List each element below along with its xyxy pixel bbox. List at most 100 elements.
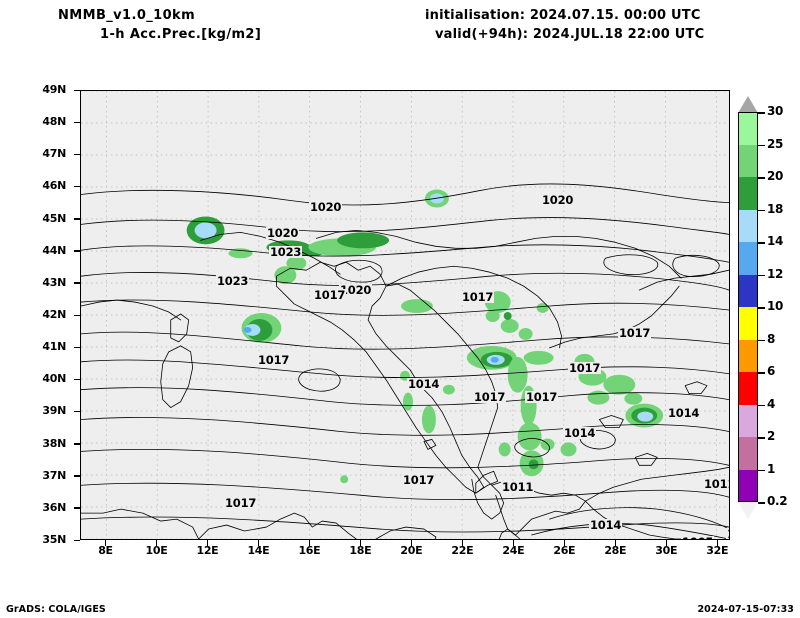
colorbar[interactable] (738, 112, 758, 502)
lat-tick-label: 48N (42, 115, 66, 129)
lat-tick-label: 42N (42, 308, 66, 321)
isobar-path (81, 387, 729, 406)
lon-tick-mark (155, 540, 158, 546)
colorbar-tick-label: 2 (767, 429, 776, 443)
isobar-path (81, 448, 729, 469)
lon-tick-label: 30E (655, 544, 678, 557)
isobar-path (531, 523, 729, 539)
isobar-label: 1020 (309, 200, 343, 214)
isobar-label: 1017 (568, 361, 602, 375)
colorbar-tick-label: 14 (767, 234, 784, 248)
colorbar-band (738, 209, 758, 242)
lat-tick-label: 40N (42, 372, 66, 386)
isobar-label: 1020 (541, 193, 575, 207)
lon-tick-label: 28E (604, 544, 627, 557)
colorbar-band (738, 144, 758, 177)
lat-tick-label: 49N (42, 83, 66, 96)
colorbar-band (738, 437, 758, 470)
lon-tick-label: 32E (706, 544, 729, 557)
coastline-path (423, 439, 437, 450)
isobar-path (603, 254, 659, 275)
grads-credit-label: GrADS: COLA/IGES (6, 604, 106, 615)
colorbar-tick-label: 18 (767, 201, 784, 216)
colorbar-tick-label: 4 (767, 396, 776, 411)
colorbar-tick-label: 20 (767, 169, 784, 183)
colorbar-tick-label: 1 (767, 461, 776, 476)
lat-tick-label: 44N (42, 243, 66, 257)
coastline-path (585, 500, 690, 539)
initialisation-label: initialisation: 2024.07.15. 00:00 UTC (425, 8, 701, 23)
lat-tick-label: 47N (42, 147, 66, 161)
isobar-path (298, 368, 341, 392)
precip-patch (286, 256, 307, 271)
colorbar-tick-label: 12 (767, 266, 784, 281)
isobar-label: 1011 (501, 480, 535, 494)
lon-tick-mark (206, 540, 209, 546)
isobar-label: 1005 (681, 536, 715, 539)
colorbar-tick-label: 8 (767, 331, 776, 346)
coastline-path (585, 466, 729, 502)
colorbar-band (738, 242, 758, 275)
coastline-path (200, 231, 341, 275)
precip-patch (517, 422, 542, 451)
isobar-label: 1023 (269, 245, 303, 259)
lon-tick-label: 8E (98, 544, 113, 557)
coastline-path (375, 526, 437, 539)
precip-patch (244, 323, 261, 336)
isobar-label: 1017 (257, 353, 291, 367)
lon-tick-label: 12E (196, 544, 219, 557)
lon-tick-label: 26E (553, 544, 576, 557)
precip-patch (421, 405, 436, 434)
lat-tick-label: 36N (42, 500, 66, 514)
coastline-path (198, 512, 357, 539)
colorbar-under-arrow-icon (738, 502, 758, 519)
colorbar-tick-mark (758, 177, 765, 179)
coastline-path (315, 229, 682, 279)
isobar-label: 1014 (407, 377, 441, 391)
precip-patch (194, 222, 217, 239)
colorbar-band (738, 404, 758, 437)
lat-tick-label: 39N (42, 404, 66, 418)
lat-tick-label: 45N (42, 211, 66, 225)
isobar-label: 1017 (525, 390, 559, 404)
lon-tick-mark (308, 540, 311, 546)
lon-tick-mark (665, 540, 668, 546)
lon-tick-mark (512, 540, 515, 546)
valid-time-label: valid(+94h): 2024.JUL.18 22:00 UTC (435, 27, 705, 42)
isobar-path (81, 516, 729, 533)
lat-tick-label: 37N (42, 468, 66, 482)
lon-tick-mark (359, 540, 362, 546)
isobar-path (81, 359, 729, 378)
isobar-path (549, 507, 729, 530)
lon-tick-label: 16E (298, 544, 321, 557)
coastline-path (160, 345, 194, 408)
precip-patch (442, 384, 455, 395)
isobar-label: 1020 (266, 226, 300, 240)
lon-tick-mark (716, 540, 718, 546)
colorbar-tick-mark (758, 404, 765, 406)
precip-patch (485, 310, 500, 322)
lon-tick-label: 20E (400, 544, 423, 557)
colorbar-tick-label: 30 (767, 104, 784, 118)
colorbar-over-arrow-icon (738, 96, 758, 113)
colorbar-tick-mark (758, 274, 765, 276)
isobar-path (81, 482, 729, 501)
lon-tick-mark (104, 540, 107, 546)
map-plot-area[interactable]: 1020 1020 1020 1023 1023 1020 1017 1017 1017 1017… (80, 90, 730, 540)
colorbar-tick-mark (758, 469, 765, 471)
lon-tick-label: 24E (502, 544, 525, 557)
colorbar-tick-mark (758, 437, 765, 439)
isobar-label: 1017 (618, 326, 652, 340)
precip-patch (528, 459, 539, 470)
colorbar-tick-label: 10 (767, 299, 784, 313)
precip-patch (603, 374, 636, 395)
isobar-label: 1017 (313, 288, 347, 302)
lon-tick-mark (410, 540, 413, 546)
isobar-path (81, 299, 729, 316)
precipitation-map (81, 91, 729, 539)
colorbar-tick-mark (758, 242, 765, 244)
lon-tick-label: 22E (451, 544, 474, 557)
precip-patch (587, 390, 610, 405)
coastline-path (170, 313, 190, 343)
precip-patch (503, 312, 512, 320)
